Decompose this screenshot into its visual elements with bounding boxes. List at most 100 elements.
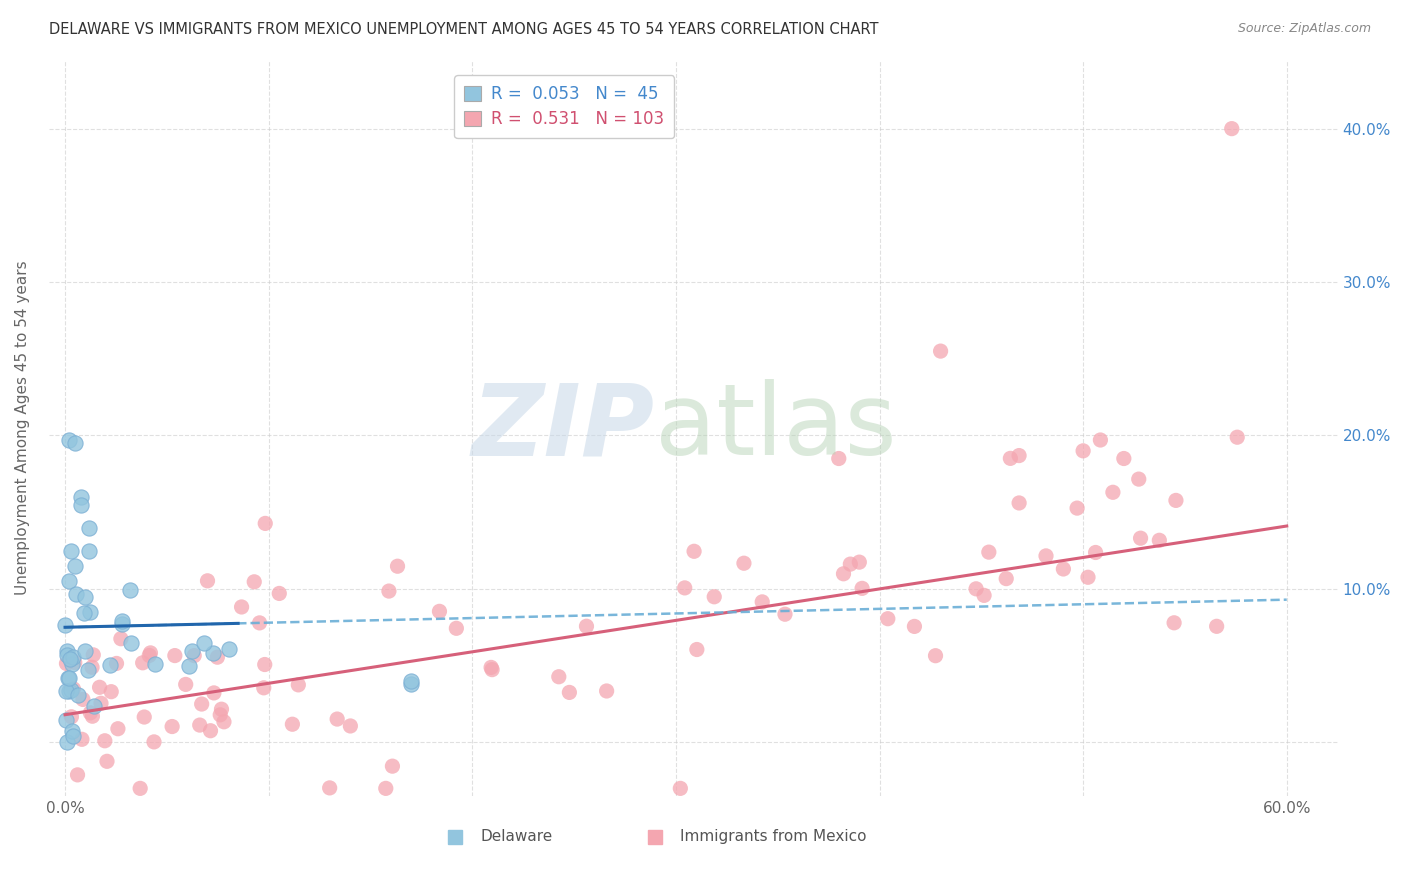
Point — [733, 556, 755, 570]
Point — [188, 718, 211, 732]
Point — [381, 759, 404, 773]
Point — [751, 595, 773, 609]
Point — [924, 648, 946, 663]
Point — [326, 712, 349, 726]
Point — [80, 660, 103, 674]
Point — [82, 648, 104, 662]
Point — [129, 781, 152, 796]
Point — [387, 559, 409, 574]
Point — [181, 644, 204, 658]
Point — [703, 590, 725, 604]
Point — [1071, 443, 1094, 458]
Point — [143, 735, 166, 749]
Point — [53, 618, 76, 632]
Point — [253, 681, 276, 695]
Point — [832, 566, 855, 581]
Point — [339, 719, 361, 733]
Point — [59, 683, 82, 698]
Point — [1226, 430, 1249, 444]
Point — [75, 644, 97, 658]
Point — [848, 555, 870, 569]
Point — [828, 451, 851, 466]
Point — [111, 615, 134, 629]
Text: Delaware: Delaware — [481, 829, 553, 844]
Point — [70, 490, 93, 504]
Point — [378, 584, 401, 599]
Point — [56, 735, 79, 749]
Point — [218, 642, 240, 657]
Point — [1066, 501, 1088, 516]
Text: Immigrants from Mexico: Immigrants from Mexico — [681, 829, 868, 844]
Point — [55, 657, 77, 671]
Point — [1163, 615, 1185, 630]
Point — [59, 651, 82, 665]
Point — [1077, 570, 1099, 584]
Point — [73, 591, 96, 605]
Point — [163, 648, 186, 663]
Point — [249, 615, 271, 630]
Point — [995, 572, 1018, 586]
Point — [105, 657, 128, 671]
Point — [89, 681, 111, 695]
Point — [479, 660, 502, 674]
Point — [79, 543, 101, 558]
Point — [1128, 472, 1150, 486]
Point — [374, 781, 396, 796]
Y-axis label: Unemployment Among Ages 45 to 54 years: Unemployment Among Ages 45 to 54 years — [15, 260, 30, 595]
Point — [83, 699, 105, 714]
Point — [558, 685, 581, 699]
Point — [1112, 451, 1135, 466]
Point — [90, 696, 112, 710]
Point — [1052, 562, 1074, 576]
Point — [190, 697, 212, 711]
Point — [1008, 496, 1031, 510]
Point — [903, 619, 925, 633]
Point — [160, 719, 183, 733]
Text: atlas: atlas — [655, 379, 896, 476]
Point — [62, 649, 84, 664]
Point — [138, 648, 160, 663]
Point — [96, 754, 118, 768]
Point — [60, 543, 83, 558]
Point — [110, 632, 132, 646]
Point — [243, 574, 266, 589]
Point — [231, 599, 253, 614]
Point — [62, 724, 84, 739]
Point — [1000, 451, 1022, 466]
Point — [202, 686, 225, 700]
Point — [70, 732, 93, 747]
Point — [253, 657, 276, 672]
Point — [179, 658, 201, 673]
Point — [876, 612, 898, 626]
Point — [131, 656, 153, 670]
Point — [60, 657, 83, 672]
Point — [120, 636, 142, 650]
Point — [79, 605, 101, 619]
Point — [977, 545, 1000, 559]
Point — [1102, 485, 1125, 500]
Text: ZIP: ZIP — [471, 379, 655, 476]
Point — [839, 557, 862, 571]
Point — [72, 692, 94, 706]
Point — [211, 702, 233, 716]
Point — [56, 671, 79, 685]
Point — [73, 606, 96, 620]
Point — [62, 681, 84, 696]
Point — [1084, 545, 1107, 559]
Point — [118, 582, 141, 597]
Point — [79, 520, 101, 534]
Point — [686, 642, 709, 657]
Point — [174, 677, 197, 691]
Point — [58, 671, 80, 685]
Point — [575, 619, 598, 633]
Point — [929, 344, 952, 359]
Point — [1164, 493, 1187, 508]
Point — [56, 644, 79, 658]
Point — [207, 650, 229, 665]
Point — [65, 587, 87, 601]
Point — [55, 713, 77, 727]
Point — [202, 646, 225, 660]
Text: DELAWARE VS IMMIGRANTS FROM MEXICO UNEMPLOYMENT AMONG AGES 45 TO 54 YEARS CORREL: DELAWARE VS IMMIGRANTS FROM MEXICO UNEMP… — [49, 22, 879, 37]
Point — [67, 688, 90, 702]
Point — [79, 706, 101, 720]
